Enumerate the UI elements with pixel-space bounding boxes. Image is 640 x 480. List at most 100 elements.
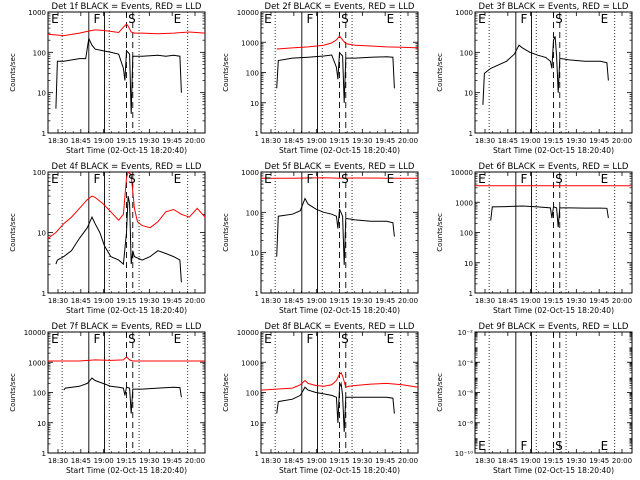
x-tick-label: 18:30 [48,457,68,465]
x-tick-label: 19:00 [521,137,541,145]
y-axis-label: Counts/sec [222,213,230,252]
x-tick-label: 19:45 [589,457,609,465]
series-events-line [490,205,609,228]
time-marker-label: E [478,439,486,453]
time-marker-label: E [174,332,182,346]
x-axis-label: Start Time (02-Oct-15 18:20:40) [493,146,614,155]
x-axis-label: Start Time (02-Oct-15 18:20:40) [279,466,400,475]
y-tick-label: 1000 [241,359,259,367]
chart-title: Det 8f BLACK = Events, RED = LLD [265,322,415,332]
chart-title: Det 5f BLACK = Events, RED = LLD [265,162,415,172]
y-tick-label: 10 [250,250,259,258]
time-marker-label: E [478,172,486,186]
x-tick-label: 19:45 [375,297,395,305]
y-tick-label: 1000 [241,169,259,177]
x-tick-label: 20:00 [398,457,418,465]
x-tick-label: 18:30 [475,137,495,145]
series-events-line [276,381,395,432]
y-tick-label: 1 [469,130,473,138]
x-tick-label: 20:00 [612,297,632,305]
time-marker-label: S [128,332,136,346]
y-tick-label: 10 [37,90,46,98]
y-axis-label: Counts/sec [436,373,444,412]
x-tick-label: 19:00 [307,457,327,465]
x-tick-label: 18:30 [475,457,495,465]
y-tick-label: 10000 [451,169,473,177]
x-tick-label: 19:30 [566,457,586,465]
y-tick-label: 100 [246,209,259,217]
y-tick-label: 1 [255,290,259,298]
x-tick-label: 19:15 [329,297,349,305]
y-tick-label: 1 [42,130,46,138]
x-tick-label: 19:45 [589,137,609,145]
y-tick-label: 10 [464,90,473,98]
x-tick-label: 19:00 [307,137,327,145]
y-tick-label: 100 [33,390,46,398]
series-events-line [276,197,395,265]
x-tick-label: 18:30 [261,457,281,465]
series-events-line [63,377,182,414]
x-tick-label: 20:00 [185,297,205,305]
y-axis-label: Counts/sec [9,53,17,92]
y-tick-label: 1 [42,290,46,298]
x-tick-label: 18:45 [498,457,518,465]
x-tick-label: 19:45 [162,457,182,465]
chart-title: Det 2f BLACK = Events, RED = LLD [265,2,415,12]
panel-det-8: Det 8f BLACK = Events, RED = LLD 1 10 100 10… [222,322,419,475]
x-axis-label: Start Time (02-Oct-15 18:20:40) [279,146,400,155]
x-axis-label: Start Time (02-Oct-15 18:20:40) [66,466,187,475]
x-tick-label: 19:30 [139,297,159,305]
time-marker-label: F [94,172,101,186]
x-tick-label: 19:30 [566,297,586,305]
y-tick-label: 1000 [241,39,259,47]
time-marker-label: E [51,12,59,26]
x-tick-label: 19:15 [116,297,136,305]
x-tick-label: 19:00 [307,297,327,305]
x-axis-label: Start Time (02-Oct-15 18:20:40) [66,306,187,315]
x-tick-label: 19:30 [352,297,372,305]
time-marker-label: E [387,332,395,346]
y-axis-label: Counts/sec [9,213,17,252]
x-tick-label: 19:15 [329,457,349,465]
x-tick-label: 19:00 [94,137,114,145]
x-axis-label: Start Time (02-Oct-15 18:20:40) [493,466,614,475]
y-axis-label: Counts/sec [9,373,17,412]
y-tick-label: 10000 [237,329,259,337]
x-tick-label: 19:45 [589,297,609,305]
chart-title: Det 4f BLACK = Events, RED = LLD [52,162,202,172]
x-tick-label: 18:45 [71,137,91,145]
time-marker-label: E [51,172,59,186]
time-marker-label: F [94,332,101,346]
x-tick-label: 19:45 [162,297,182,305]
y-axis-label: Counts/sec [436,213,444,252]
time-marker-label: S [128,172,136,186]
x-tick-label: 20:00 [185,137,205,145]
y-tick-label: 1000 [28,359,46,367]
chart-title: Det 7f BLACK = Events, RED = LLD [52,322,202,332]
x-tick-label: 18:45 [284,297,304,305]
x-tick-label: 19:00 [94,457,114,465]
panel-det-9: Det 9f BLACK = Events, RED = LLD 10⁻¹⁰ 10⁻… [436,322,633,475]
series-lld-line [47,171,206,239]
time-marker-label: F [94,12,101,26]
x-tick-label: 18:45 [498,297,518,305]
y-tick-label: 10000 [24,329,46,337]
time-marker-label: F [521,439,528,453]
x-tick-label: 19:30 [566,137,586,145]
y-axis-label: Counts/sec [436,53,444,92]
y-tick-label: 10⁻¹⁰ [455,450,473,458]
x-axis-label: Start Time (02-Oct-15 18:20:40) [493,306,614,315]
x-tick-label: 20:00 [612,457,632,465]
panel-det-2: Det 2f BLACK = Events, RED = LLD 1 10 100 10… [222,2,419,155]
time-marker-label: E [387,12,395,26]
series-events-line [276,51,395,103]
time-marker-label: E [601,12,609,26]
x-tick-label: 20:00 [612,137,632,145]
x-tick-label: 18:45 [284,457,304,465]
y-tick-label: 100 [460,49,473,57]
chart-title: Det 9f BLACK = Events, RED = LLD [479,322,629,332]
time-marker-label: E [174,172,182,186]
x-tick-label: 19:00 [94,297,114,305]
chart-title: Det 3f BLACK = Events, RED = LLD [479,2,629,12]
